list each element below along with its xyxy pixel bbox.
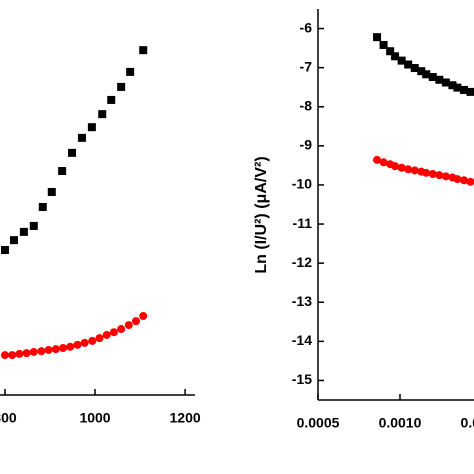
y-tick-label: -10	[292, 176, 312, 192]
point	[435, 171, 444, 180]
point	[19, 227, 28, 236]
point	[51, 345, 60, 354]
point	[373, 33, 382, 42]
point	[373, 155, 382, 164]
point	[466, 87, 474, 96]
point	[8, 351, 17, 360]
point	[98, 110, 107, 119]
x-tick-label: 0.0005	[297, 415, 340, 431]
point	[397, 163, 406, 172]
y-tick-label: -15	[292, 371, 312, 387]
point	[422, 70, 431, 79]
point	[453, 83, 462, 92]
point	[379, 158, 388, 167]
point	[59, 343, 68, 352]
point	[453, 175, 462, 184]
y-tick-label: -7	[300, 58, 313, 74]
point	[109, 328, 118, 337]
point	[417, 67, 426, 76]
point	[73, 340, 82, 349]
x-tick-label: 0.0015	[461, 415, 474, 431]
point	[428, 170, 437, 179]
point	[124, 321, 133, 330]
point	[38, 202, 47, 211]
point	[88, 336, 97, 345]
point	[117, 82, 126, 91]
point	[47, 187, 56, 196]
point	[95, 334, 104, 343]
point	[107, 95, 116, 104]
point	[37, 347, 46, 356]
x-tick-label: 800	[0, 410, 17, 426]
y-tick-label: -11	[293, 215, 313, 231]
point	[397, 56, 406, 65]
point	[422, 168, 431, 177]
y-tick-label: -9	[300, 137, 313, 153]
point	[139, 46, 148, 55]
point	[132, 317, 141, 326]
y-tick-label: -13	[292, 293, 312, 309]
point	[0, 246, 9, 255]
point	[435, 75, 444, 84]
point	[139, 312, 148, 320]
point	[410, 64, 419, 73]
point	[428, 73, 437, 82]
point	[441, 78, 450, 87]
point	[391, 162, 400, 171]
point	[29, 221, 38, 230]
y-tick-label: -14	[292, 332, 312, 348]
x-tick-label: 0.0010	[379, 415, 422, 431]
point	[410, 166, 419, 175]
point	[386, 47, 395, 56]
point	[391, 52, 400, 61]
point	[102, 330, 111, 339]
point	[44, 345, 53, 354]
point	[22, 349, 31, 358]
point	[466, 177, 474, 186]
point	[80, 338, 89, 347]
point	[15, 349, 24, 358]
point	[448, 81, 457, 90]
point	[87, 123, 96, 132]
point	[29, 347, 38, 356]
point	[0, 351, 9, 360]
point	[404, 165, 413, 174]
point	[404, 60, 413, 69]
y-tick-label: -6	[300, 19, 313, 35]
point	[459, 85, 468, 94]
point	[77, 133, 86, 142]
point	[117, 325, 126, 334]
point	[66, 342, 75, 351]
x-tick-label: 1200	[170, 410, 201, 426]
point	[9, 236, 18, 245]
x-tick-label: 1000	[79, 410, 110, 426]
point	[68, 148, 77, 157]
point	[58, 167, 67, 176]
point	[126, 67, 135, 76]
point	[441, 172, 450, 181]
y-tick-label: -12	[292, 254, 312, 270]
point	[379, 40, 388, 49]
y-tick-label: -8	[300, 97, 313, 113]
point	[459, 176, 468, 185]
y-axis-label: Ln (I/U²) (μA/V²)	[253, 156, 270, 273]
